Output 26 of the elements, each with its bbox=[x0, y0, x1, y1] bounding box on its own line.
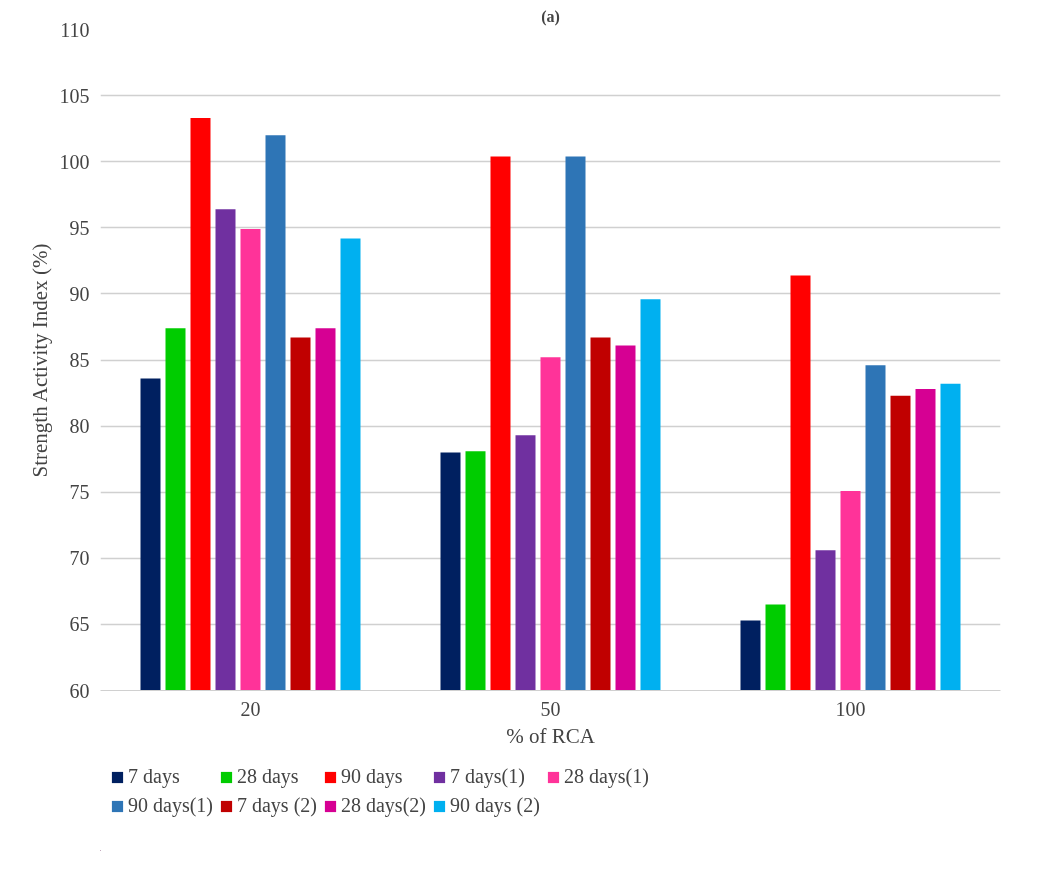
legend-label: 7 days bbox=[128, 765, 180, 788]
x-tick-label: 50 bbox=[540, 697, 561, 720]
y-tick-label: 100 bbox=[59, 150, 90, 173]
x-tick-label: 100 bbox=[835, 697, 866, 720]
y-tick-label: 75 bbox=[69, 481, 90, 504]
y-tick-label: 95 bbox=[69, 216, 90, 239]
y-tick-label: 90 bbox=[69, 282, 90, 305]
y-tick-label: 85 bbox=[69, 349, 90, 371]
y-tick-label: 70 bbox=[69, 547, 90, 570]
legend-label: 28 days(2) bbox=[340, 794, 426, 817]
y-tick-label: 80 bbox=[69, 415, 90, 438]
legend-label: 7 days(1) bbox=[449, 765, 525, 788]
legend-label: 7 days (2) bbox=[236, 794, 317, 817]
y-tick-label: 65 bbox=[69, 613, 90, 636]
legend-label: 90 days(1) bbox=[128, 794, 213, 817]
legend-label: 90 days (2) bbox=[449, 794, 540, 817]
y-tick-label: 105 bbox=[59, 84, 90, 107]
legend-label: 90 days bbox=[340, 765, 403, 788]
y-tick-label: 60 bbox=[69, 679, 90, 702]
legend-label: 28 days bbox=[236, 765, 299, 788]
chart-title: (a) bbox=[541, 7, 560, 26]
legend-label: 28 days(1) bbox=[563, 765, 649, 788]
x-axis-title: % of RCA bbox=[506, 723, 596, 748]
x-tick-label: 20 bbox=[240, 697, 261, 720]
y-axis-title: Strength Activity Index (%) bbox=[27, 243, 52, 478]
y-tick-label: 110 bbox=[60, 18, 90, 41]
